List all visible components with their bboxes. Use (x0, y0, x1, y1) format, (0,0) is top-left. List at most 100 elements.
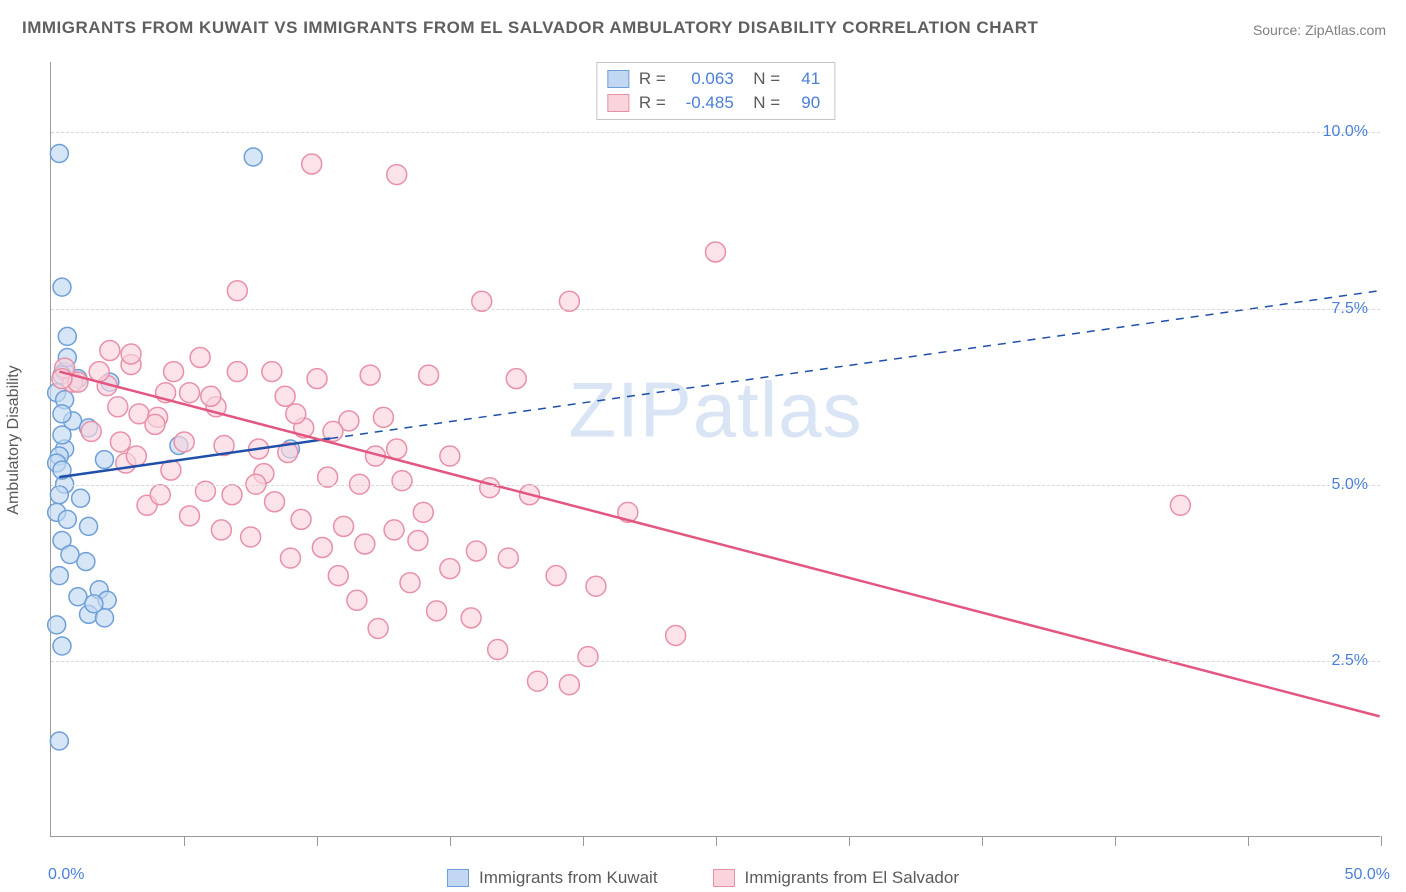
scatter-point-elsalvador (440, 446, 460, 466)
scatter-point-kuwait (48, 616, 66, 634)
scatter-point-kuwait (72, 489, 90, 507)
scatter-point-elsalvador (190, 348, 210, 368)
scatter-point-elsalvador (227, 281, 247, 301)
legend-item: Immigrants from Kuwait (447, 868, 658, 888)
scatter-point-elsalvador (328, 566, 348, 586)
x-tick (849, 836, 850, 846)
source-link[interactable]: ZipAtlas.com (1305, 22, 1386, 38)
scatter-point-elsalvador (164, 362, 184, 382)
scatter-point-elsalvador (275, 386, 295, 406)
scatter-point-kuwait (244, 148, 262, 166)
scatter-point-kuwait (50, 567, 68, 585)
x-tick (1115, 836, 1116, 846)
scatter-point-elsalvador (392, 471, 412, 491)
legend-swatch (447, 869, 469, 887)
scatter-point-elsalvador (480, 478, 500, 498)
scatter-point-kuwait (58, 327, 76, 345)
scatter-point-elsalvador (578, 647, 598, 667)
scatter-point-elsalvador (427, 601, 447, 621)
scatter-point-elsalvador (121, 344, 141, 364)
scatter-point-elsalvador (360, 365, 380, 385)
scatter-point-elsalvador (1170, 495, 1190, 515)
source-attribution: Source: ZipAtlas.com (1253, 22, 1386, 38)
x-tick (982, 836, 983, 846)
scatter-point-elsalvador (706, 242, 726, 262)
x-tick (317, 836, 318, 846)
scatter-point-elsalvador (334, 516, 354, 536)
scatter-point-elsalvador (419, 365, 439, 385)
scatter-point-elsalvador (126, 446, 146, 466)
legend-swatch (713, 869, 735, 887)
legend-n-label: N = (744, 91, 780, 115)
scatter-point-elsalvador (291, 509, 311, 529)
x-tick (1381, 836, 1382, 846)
scatter-point-kuwait (80, 517, 98, 535)
scatter-point-elsalvador (286, 404, 306, 424)
scatter-point-elsalvador (201, 386, 221, 406)
scatter-point-elsalvador (368, 618, 388, 638)
x-tick (450, 836, 451, 846)
scatter-point-elsalvador (461, 608, 481, 628)
scatter-point-kuwait (58, 510, 76, 528)
legend-label: Immigrants from El Salvador (745, 868, 959, 888)
x-axis-min-label: 0.0% (48, 866, 84, 884)
source-label: Source: (1253, 22, 1301, 38)
x-tick (583, 836, 584, 846)
scatter-point-elsalvador (498, 548, 518, 568)
scatter-point-elsalvador (666, 625, 686, 645)
y-tick-label: 7.5% (1332, 300, 1368, 318)
scatter-point-elsalvador (108, 397, 128, 417)
scatter-point-elsalvador (440, 559, 460, 579)
scatter-point-elsalvador (413, 502, 433, 522)
scatter-point-elsalvador (373, 407, 393, 427)
scatter-point-elsalvador (546, 566, 566, 586)
scatter-point-elsalvador (227, 362, 247, 382)
y-tick-label: 2.5% (1332, 652, 1368, 670)
scatter-point-elsalvador (355, 534, 375, 554)
legend-row: R = 0.063 N = 41 (607, 67, 820, 91)
y-axis-label: Ambulatory Disability (5, 365, 23, 514)
series-legend: Immigrants from Kuwait Immigrants from El… (447, 868, 959, 888)
scatter-point-elsalvador (400, 573, 420, 593)
scatter-point-elsalvador (110, 432, 130, 452)
chart-title: IMMIGRANTS FROM KUWAIT VS IMMIGRANTS FRO… (22, 18, 1038, 38)
scatter-point-elsalvador (466, 541, 486, 561)
scatter-point-elsalvador (586, 576, 606, 596)
scatter-point-elsalvador (180, 383, 200, 403)
gridline (51, 132, 1380, 133)
scatter-point-elsalvador (280, 548, 300, 568)
scatter-point-elsalvador (145, 414, 165, 434)
legend-n-value: 90 (790, 91, 820, 115)
scatter-point-elsalvador (488, 640, 508, 660)
scatter-point-elsalvador (265, 492, 285, 512)
scatter-point-elsalvador (222, 485, 242, 505)
scatter-point-elsalvador (387, 439, 407, 459)
x-tick (184, 836, 185, 846)
legend-r-value: 0.063 (676, 67, 734, 91)
trendline-kuwait-extrapolated (330, 291, 1379, 439)
correlation-legend: R = 0.063 N = 41 R = -0.485 N = 90 (596, 62, 835, 120)
scatter-point-elsalvador (174, 432, 194, 452)
scatter-point-elsalvador (528, 671, 548, 691)
scatter-point-kuwait (53, 405, 71, 423)
scatter-point-elsalvador (241, 527, 261, 547)
scatter-point-elsalvador (559, 675, 579, 695)
scatter-point-elsalvador (347, 590, 367, 610)
legend-r-label: R = (639, 67, 666, 91)
legend-swatch (607, 94, 629, 112)
legend-r-value: -0.485 (676, 91, 734, 115)
scatter-point-kuwait (50, 144, 68, 162)
scatter-point-kuwait (53, 278, 71, 296)
legend-n-value: 41 (790, 67, 820, 91)
scatter-point-elsalvador (89, 362, 109, 382)
scatter-point-elsalvador (384, 520, 404, 540)
scatter-point-kuwait (61, 546, 79, 564)
x-tick (1248, 836, 1249, 846)
scatter-point-elsalvador (312, 538, 332, 558)
scatter-point-kuwait (85, 595, 103, 613)
y-tick-label: 5.0% (1332, 476, 1368, 494)
legend-r-label: R = (639, 91, 666, 115)
scatter-point-elsalvador (262, 362, 282, 382)
gridline (51, 661, 1380, 662)
legend-item: Immigrants from El Salvador (713, 868, 959, 888)
